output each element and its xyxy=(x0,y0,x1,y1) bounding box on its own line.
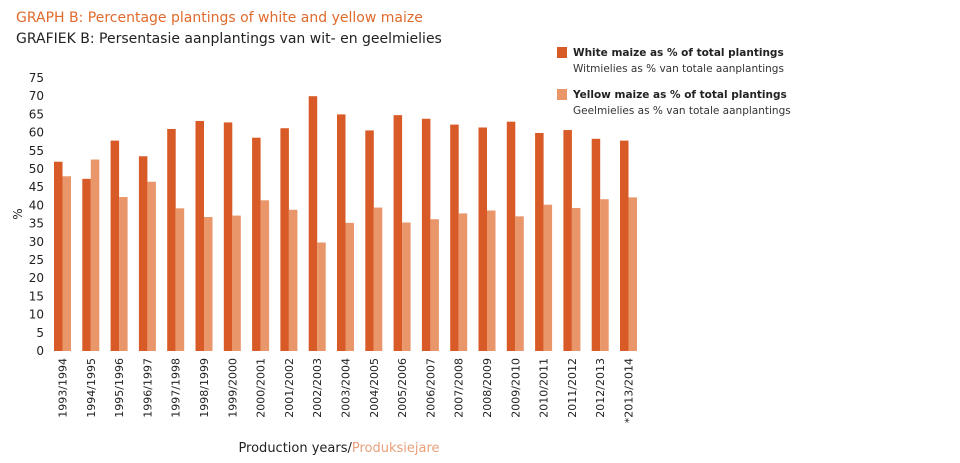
x-tick-label: 2006/2007 xyxy=(424,358,437,418)
x-axis-title-alt: Produksiejare xyxy=(351,441,440,456)
bar-white-maize xyxy=(478,127,487,351)
bar-white-maize xyxy=(563,130,572,351)
bar-white-maize xyxy=(506,121,516,352)
bar-yellow-maize xyxy=(373,207,383,351)
bar-yellow-maize xyxy=(260,200,270,351)
bar-yellow-maize xyxy=(571,207,581,351)
x-tick-label: 2007/2008 xyxy=(453,358,466,418)
bar-yellow-maize xyxy=(487,210,496,351)
bar-white-maize xyxy=(252,137,261,351)
y-axis-title: % xyxy=(11,208,25,219)
x-axis-title: Production years/Produksiejare xyxy=(0,441,678,456)
bar-white-maize xyxy=(535,132,544,351)
y-tick-label: 25 xyxy=(29,253,44,267)
x-tick-label: 1997/1998 xyxy=(170,358,183,418)
bar-white-maize xyxy=(110,140,120,351)
x-tick-label: 2010/2011 xyxy=(538,358,551,418)
chart-title: GRAPH B: Percentage plantings of white a… xyxy=(16,10,423,26)
y-tick-label: 50 xyxy=(29,162,44,176)
x-tick-label: 2002/2003 xyxy=(311,358,324,418)
bar-white-maize xyxy=(337,114,346,352)
legend: White maize as % of total plantings Witm… xyxy=(557,45,791,129)
bar-yellow-maize xyxy=(62,176,71,351)
y-tick-label: 55 xyxy=(29,144,44,158)
legend-item-white-maize: White maize as % of total plantings Witm… xyxy=(557,45,791,77)
bar-yellow-maize xyxy=(458,213,468,351)
x-tick-label: 2008/2009 xyxy=(481,358,494,418)
y-tick-label: 75 xyxy=(29,71,44,85)
bar-yellow-maize xyxy=(147,181,156,351)
x-tick-label: 2000/2001 xyxy=(255,358,268,418)
bar-white-maize xyxy=(54,161,63,351)
x-tick-label: 1998/1999 xyxy=(198,358,211,418)
legend-sublabel-white-maize: Witmielies as % van totale aanplantings xyxy=(573,63,784,75)
legend-label-white-maize: White maize as % of total plantings xyxy=(573,47,784,59)
bar-yellow-maize xyxy=(430,219,439,351)
bar-white-maize xyxy=(421,118,431,351)
bar-white-maize xyxy=(167,128,176,351)
legend-swatch-yellow-maize xyxy=(557,89,567,100)
x-tick-label: *2013/2014 xyxy=(623,358,636,423)
bar-yellow-maize xyxy=(90,159,100,351)
y-tick-label: 40 xyxy=(29,198,44,212)
x-tick-label: 1993/1994 xyxy=(57,358,70,418)
x-tick-label: 1994/1995 xyxy=(85,358,98,418)
y-tick-label: 70 xyxy=(29,89,44,103)
bar-white-maize xyxy=(365,130,374,351)
y-tick-label: 30 xyxy=(29,235,44,249)
legend-item-yellow-maize: Yellow maize as % of total plantings Gee… xyxy=(557,87,791,119)
x-tick-label: 2009/2010 xyxy=(509,358,522,418)
legend-swatch-white-maize xyxy=(557,47,567,58)
x-tick-label: 1996/1997 xyxy=(141,358,154,418)
x-tick-label: 2011/2012 xyxy=(566,358,579,418)
y-tick-label: 10 xyxy=(29,308,44,322)
bar-white-maize xyxy=(223,122,233,352)
bar-yellow-maize xyxy=(317,242,326,351)
x-tick-label: 1999/2000 xyxy=(226,358,239,418)
bar-yellow-maize xyxy=(515,216,524,351)
y-tick-label: 5 xyxy=(36,326,44,340)
y-tick-label: 35 xyxy=(29,217,44,231)
y-tick-label: 45 xyxy=(29,180,44,194)
bar-yellow-maize xyxy=(402,222,411,351)
x-tick-label: 2005/2006 xyxy=(396,358,409,418)
bar-white-maize xyxy=(280,128,289,351)
bar-white-maize xyxy=(393,115,403,352)
bar-yellow-maize xyxy=(600,199,609,351)
bar-yellow-maize xyxy=(175,208,185,351)
x-tick-label: 2012/2013 xyxy=(594,358,607,418)
bar-yellow-maize xyxy=(345,222,354,351)
bar-white-maize xyxy=(308,96,318,351)
x-tick-label: 1995/1996 xyxy=(113,358,126,418)
bar-yellow-maize xyxy=(232,215,241,351)
bar-yellow-maize xyxy=(628,197,637,351)
bar-white-maize xyxy=(591,138,601,351)
y-tick-label: 0 xyxy=(36,344,44,358)
bar-white-maize xyxy=(450,124,459,351)
y-tick-label: 20 xyxy=(29,271,44,285)
bar-yellow-maize xyxy=(119,197,128,351)
bar-yellow-maize xyxy=(288,209,298,351)
bar-yellow-maize xyxy=(543,204,553,351)
y-tick-label: 65 xyxy=(29,107,44,121)
bar-white-maize xyxy=(82,178,91,351)
y-tick-label: 15 xyxy=(29,289,44,303)
bar-yellow-maize xyxy=(204,217,213,351)
legend-label-yellow-maize: Yellow maize as % of total plantings xyxy=(573,89,787,101)
legend-sublabel-yellow-maize: Geelmielies as % van totale aanplantings xyxy=(573,105,791,117)
bar-white-maize xyxy=(138,156,148,351)
x-tick-label: 2004/2005 xyxy=(368,358,381,418)
bar-white-maize xyxy=(195,120,204,352)
x-axis-title-main: Production years/ xyxy=(238,441,352,456)
bar-white-maize xyxy=(620,140,629,351)
chart-subtitle: GRAFIEK B: Persentasie aanplantings van … xyxy=(16,31,442,47)
y-tick-label: 60 xyxy=(29,126,44,140)
x-tick-label: 2001/2002 xyxy=(283,358,296,418)
x-tick-label: 2003/2004 xyxy=(340,358,353,418)
